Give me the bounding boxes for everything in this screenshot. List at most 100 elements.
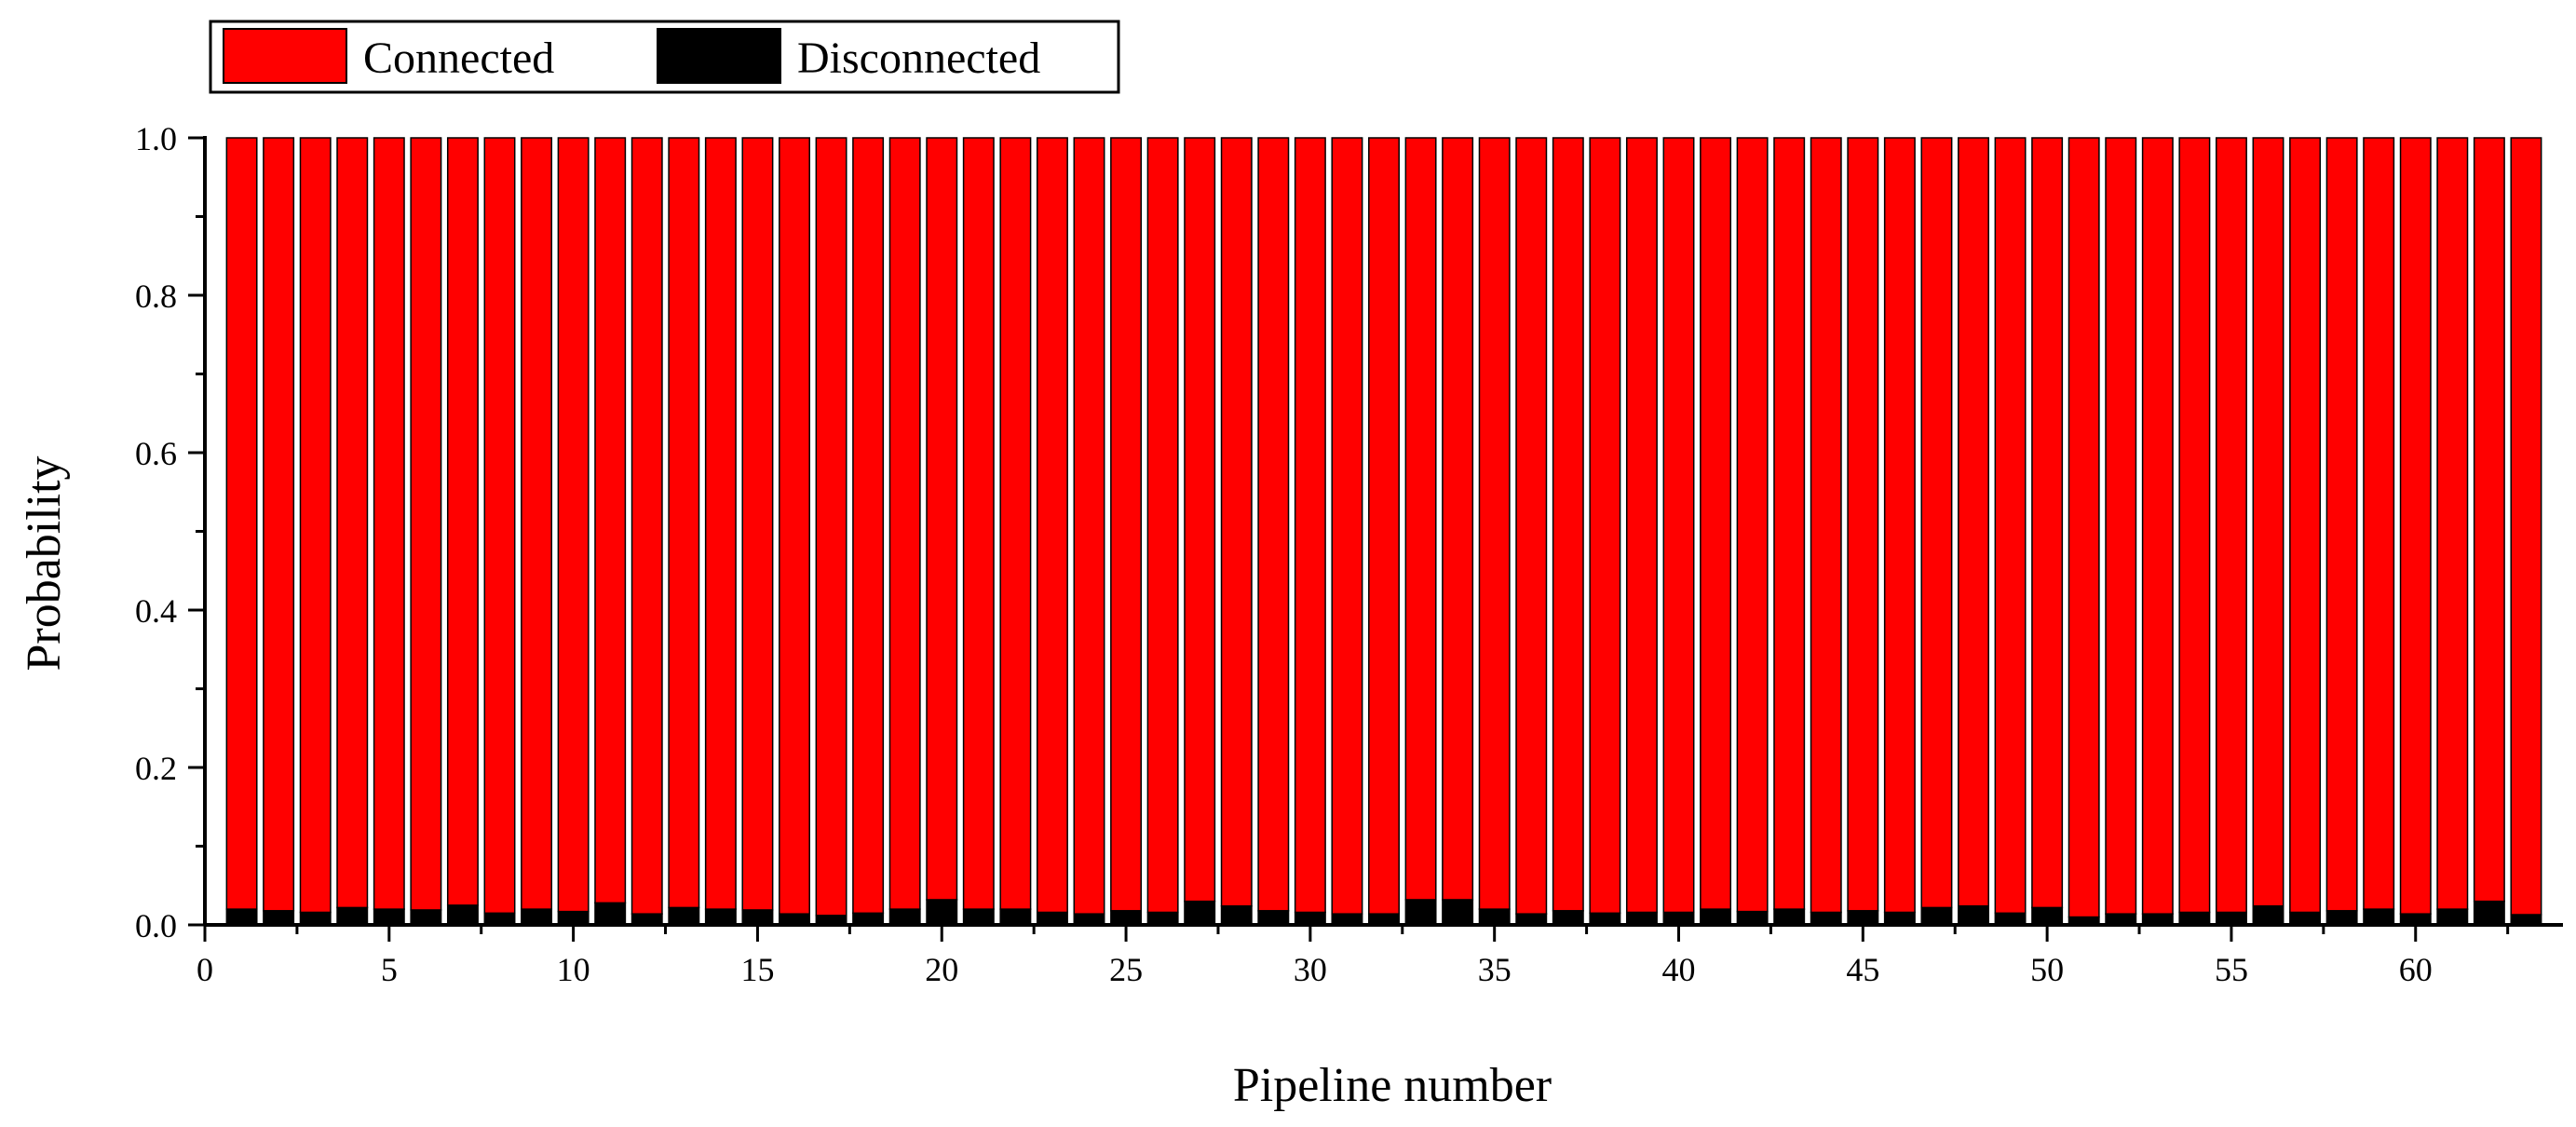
x-tick-label-10: 10 — [557, 951, 590, 988]
legend-label-connected: Connected — [363, 34, 554, 83]
bar-connected-56 — [2252, 137, 2285, 907]
bar-connected-50 — [2031, 137, 2064, 909]
bar-connected-3 — [299, 137, 332, 914]
bar-disconnected-6 — [410, 909, 442, 926]
bar-disconnected-19 — [888, 908, 921, 926]
y-tick-label-3: 0.6 — [135, 435, 177, 472]
bar-disconnected-41 — [1700, 908, 1732, 926]
x-tick-label-45: 45 — [1846, 951, 1879, 988]
bar-connected-21 — [962, 137, 995, 910]
x-axis-title: Pipeline number — [1233, 1059, 1552, 1112]
y-tick-label-1: 0.2 — [135, 750, 177, 787]
bar-disconnected-29 — [1257, 910, 1290, 926]
bar-connected-23 — [1036, 137, 1068, 914]
bars — [225, 137, 2542, 926]
bar-connected-53 — [2141, 137, 2174, 915]
bar-connected-16 — [779, 137, 810, 915]
bar-connected-6 — [410, 137, 442, 911]
y-tick-label-4: 0.8 — [135, 278, 177, 315]
bar-disconnected-27 — [1184, 900, 1216, 926]
bar-disconnected-4 — [336, 906, 369, 926]
x-tick-label-25: 25 — [1109, 951, 1143, 988]
legend-swatch-disconnected — [657, 28, 781, 84]
bar-disconnected-22 — [999, 908, 1032, 926]
bar-connected-62 — [2473, 137, 2505, 903]
x-tick-label-35: 35 — [1478, 951, 1512, 988]
bar-connected-42 — [1736, 137, 1769, 913]
x-tick-label-0: 0 — [197, 951, 213, 988]
bar-disconnected-37 — [1552, 910, 1584, 926]
bar-disconnected-7 — [446, 904, 479, 926]
bar-connected-44 — [1810, 137, 1842, 914]
bar-connected-9 — [521, 137, 553, 910]
y-tick-label-0: 0.0 — [135, 907, 177, 944]
bar-connected-38 — [1589, 137, 1621, 915]
bar-connected-37 — [1552, 137, 1584, 912]
bar-disconnected-56 — [2252, 904, 2285, 926]
bar-connected-25 — [1110, 137, 1143, 912]
bar-connected-15 — [741, 137, 774, 911]
bar-disconnected-57 — [2289, 911, 2322, 926]
bar-connected-17 — [815, 137, 847, 917]
x-tick-label-20: 20 — [925, 951, 958, 988]
bar-disconnected-39 — [1625, 911, 1658, 926]
bar-disconnected-3 — [299, 911, 332, 926]
bar-disconnected-58 — [2325, 910, 2358, 926]
bar-connected-32 — [1368, 137, 1400, 915]
x-tick-label-15: 15 — [740, 951, 774, 988]
bar-connected-18 — [852, 137, 885, 915]
bar-connected-29 — [1257, 137, 1290, 912]
bar-connected-46 — [1883, 137, 1916, 914]
bar-connected-45 — [1847, 137, 1879, 912]
bar-disconnected-45 — [1847, 910, 1879, 926]
bar-connected-49 — [1994, 137, 2027, 915]
bar-connected-19 — [888, 137, 921, 910]
legend: Connected Disconnected — [209, 20, 1120, 94]
bar-connected-63 — [2510, 137, 2542, 916]
bar-connected-27 — [1184, 137, 1216, 903]
bar-disconnected-47 — [1920, 906, 1953, 926]
bar-connected-4 — [336, 137, 369, 909]
bar-connected-47 — [1920, 137, 1953, 909]
bar-connected-24 — [1073, 137, 1105, 915]
bar-connected-61 — [2436, 137, 2469, 910]
bar-disconnected-59 — [2363, 908, 2395, 926]
y-tick-label-5: 1.0 — [135, 120, 177, 157]
bar-disconnected-13 — [668, 906, 700, 926]
bar-disconnected-33 — [1404, 899, 1437, 926]
bar-connected-7 — [446, 137, 479, 906]
bar-connected-40 — [1662, 137, 1695, 914]
bar-connected-5 — [373, 137, 405, 910]
bar-disconnected-26 — [1146, 911, 1179, 926]
bar-disconnected-54 — [2178, 911, 2211, 926]
bar-connected-35 — [1478, 137, 1511, 910]
y-axis-title: Probability — [18, 455, 71, 671]
bar-connected-28 — [1220, 137, 1253, 907]
legend-swatch-connected — [223, 28, 347, 84]
bar-disconnected-48 — [1958, 904, 1989, 926]
bar-connected-54 — [2178, 137, 2211, 914]
bar-disconnected-25 — [1110, 910, 1143, 926]
axes: 0 5 10 15 20 25 30 35 40 45 50 55 60 0.0 0.2 0.4 0.6 0.8 1… — [135, 120, 2563, 988]
bar-connected-39 — [1625, 137, 1658, 914]
x-tick-label-50: 50 — [2030, 951, 2064, 988]
x-tick-label-40: 40 — [1662, 951, 1696, 988]
bar-connected-22 — [999, 137, 1032, 910]
bar-connected-41 — [1700, 137, 1732, 910]
bar-connected-2 — [263, 137, 295, 912]
legend-label-disconnected: Disconnected — [797, 34, 1040, 83]
bar-disconnected-30 — [1294, 911, 1326, 926]
bar-connected-55 — [2215, 137, 2247, 914]
bar-connected-60 — [2399, 137, 2432, 915]
bar-disconnected-62 — [2473, 900, 2505, 926]
bar-disconnected-44 — [1810, 911, 1842, 926]
bar-connected-20 — [926, 137, 958, 901]
bar-connected-31 — [1331, 137, 1363, 915]
bar-connected-51 — [2068, 137, 2100, 918]
bar-disconnected-1 — [225, 908, 258, 926]
bar-connected-33 — [1404, 137, 1437, 901]
bar-connected-8 — [483, 137, 516, 915]
bar-disconnected-55 — [2215, 911, 2247, 926]
bar-connected-10 — [557, 137, 590, 913]
